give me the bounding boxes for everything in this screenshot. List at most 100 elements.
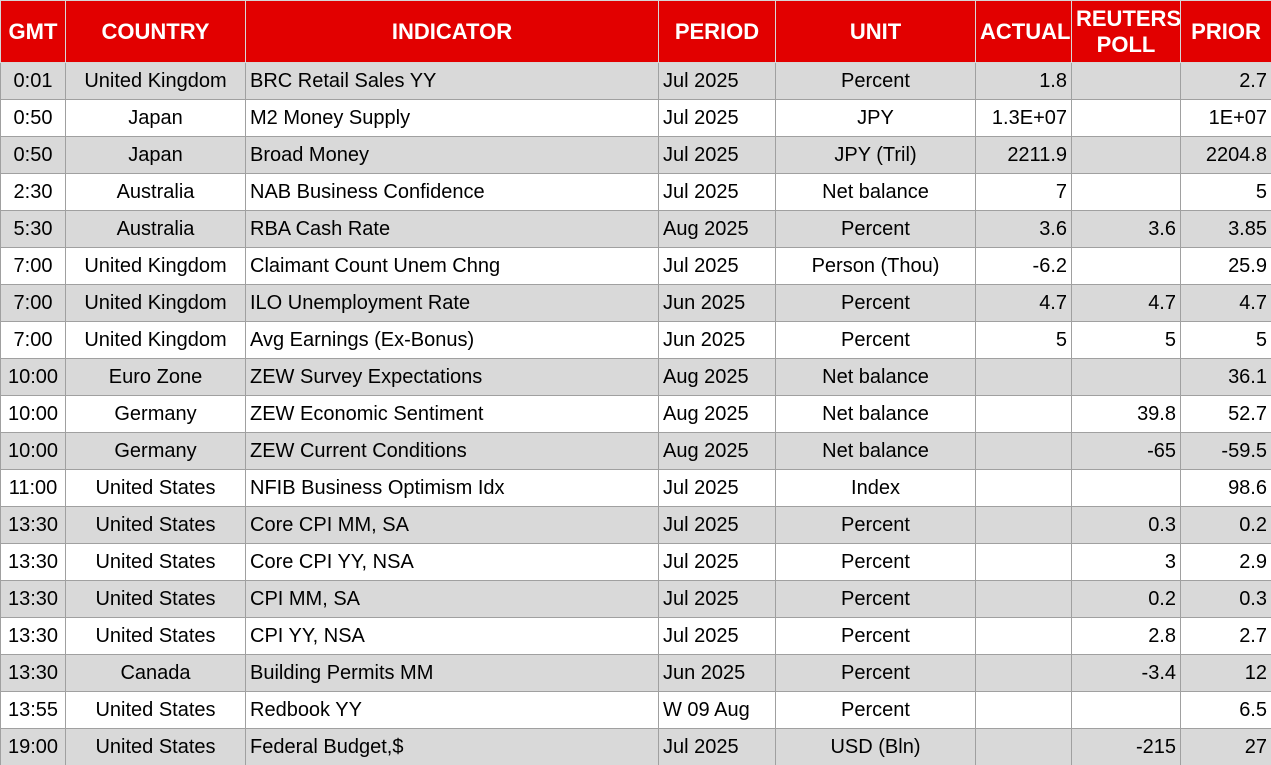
table-cell: 0:50 <box>0 136 66 174</box>
table-cell: 10:00 <box>0 358 66 396</box>
table-cell: Index <box>775 469 976 507</box>
table-cell: Jul 2025 <box>658 580 776 618</box>
table-cell: Japan <box>65 99 246 137</box>
table-cell: 4.7 <box>1071 284 1181 322</box>
table-cell: Percent <box>775 654 976 692</box>
table-cell: USD (Bln) <box>775 728 976 765</box>
table-cell: 1.8 <box>975 62 1072 100</box>
table-cell: 3.6 <box>1071 210 1181 248</box>
table-cell: United States <box>65 728 246 765</box>
table-cell: -59.5 <box>1180 432 1271 470</box>
table-row: 5:30 Australia RBA Cash Rate Aug 2025 Percen… <box>0 210 1271 248</box>
table-cell: Jul 2025 <box>658 506 776 544</box>
table-cell <box>975 432 1072 470</box>
table-cell: -3.4 <box>1071 654 1181 692</box>
table-cell: Redbook YY <box>245 691 659 729</box>
table-cell <box>975 543 1072 581</box>
table-cell: United Kingdom <box>65 321 246 359</box>
table-row: 13:30 United States Core CPI MM, SA Jul 202… <box>0 506 1271 544</box>
table-cell: Percent <box>775 284 976 322</box>
table-cell: United States <box>65 617 246 655</box>
table-cell: Jul 2025 <box>658 543 776 581</box>
table-cell: ZEW Survey Expectations <box>245 358 659 396</box>
table-cell: Net balance <box>775 173 976 211</box>
table-cell: United Kingdom <box>65 284 246 322</box>
table-cell: United States <box>65 506 246 544</box>
table-cell: Broad Money <box>245 136 659 174</box>
table-cell: 0.2 <box>1180 506 1271 544</box>
table-row: 7:00 United Kingdom Claimant Count Unem Ch… <box>0 247 1271 285</box>
table-cell: United States <box>65 580 246 618</box>
table-row: 10:00 Euro Zone ZEW Survey Expectations Aug… <box>0 358 1271 396</box>
table-cell: Japan <box>65 136 246 174</box>
table-cell: Percent <box>775 506 976 544</box>
table-cell: Net balance <box>775 395 976 433</box>
table-cell: Jul 2025 <box>658 617 776 655</box>
table-cell: United Kingdom <box>65 247 246 285</box>
table-cell: Germany <box>65 395 246 433</box>
table-cell: 13:55 <box>0 691 66 729</box>
table-cell: Percent <box>775 543 976 581</box>
table-cell: 0.3 <box>1180 580 1271 618</box>
table-cell: Aug 2025 <box>658 210 776 248</box>
table-cell: Australia <box>65 173 246 211</box>
header-cell: UNIT <box>775 0 976 63</box>
table-cell: M2 Money Supply <box>245 99 659 137</box>
table-cell: JPY <box>775 99 976 137</box>
table-cell: Percent <box>775 62 976 100</box>
table-row: 19:00 United States Federal Budget,$ Jul 20… <box>0 728 1271 765</box>
table-row: 10:00 Germany ZEW Economic Sentiment Aug 20… <box>0 395 1271 433</box>
table-cell: Core CPI MM, SA <box>245 506 659 544</box>
table-cell <box>975 654 1072 692</box>
table-cell: RBA Cash Rate <box>245 210 659 248</box>
table-cell: 13:30 <box>0 617 66 655</box>
table-cell: 0.3 <box>1071 506 1181 544</box>
table-row: 13:55 United States Redbook YY W 09 Aug Perc… <box>0 691 1271 729</box>
table-cell: Germany <box>65 432 246 470</box>
table-row: 11:00 United States NFIB Business Optimism… <box>0 469 1271 507</box>
table-row: 7:00 United Kingdom ILO Unemployment Rate J… <box>0 284 1271 322</box>
table-cell: Building Permits MM <box>245 654 659 692</box>
table-cell: 5 <box>1071 321 1181 359</box>
table-cell: 98.6 <box>1180 469 1271 507</box>
table-cell: 5 <box>1180 321 1271 359</box>
table-cell: ZEW Economic Sentiment <box>245 395 659 433</box>
header-cell: GMT <box>0 0 66 63</box>
table-cell: Jul 2025 <box>658 99 776 137</box>
table-cell: -6.2 <box>975 247 1072 285</box>
table-cell: Percent <box>775 691 976 729</box>
table-cell: 13:30 <box>0 654 66 692</box>
table-cell: 0:50 <box>0 99 66 137</box>
table-cell: Jun 2025 <box>658 321 776 359</box>
table-cell: 7:00 <box>0 321 66 359</box>
table-cell: 2204.8 <box>1180 136 1271 174</box>
table-cell: Aug 2025 <box>658 358 776 396</box>
table-cell: -215 <box>1071 728 1181 765</box>
table-cell: Jul 2025 <box>658 728 776 765</box>
table-cell: Australia <box>65 210 246 248</box>
table-body: 0:01 United Kingdom BRC Retail Sales YY Jul… <box>0 62 1271 765</box>
table-row: 13:30 United States CPI MM, SA Jul 2025 Perc… <box>0 580 1271 618</box>
table-cell: 2.7 <box>1180 617 1271 655</box>
table-cell: 19:00 <box>0 728 66 765</box>
table-row: 7:00 United Kingdom Avg Earnings (Ex-Bonus… <box>0 321 1271 359</box>
table-cell: NAB Business Confidence <box>245 173 659 211</box>
header-cell: PRIOR <box>1180 0 1271 63</box>
table-row: 13:30 Canada Building Permits MM Jun 2025 Pe… <box>0 654 1271 692</box>
table-cell: 2:30 <box>0 173 66 211</box>
table-cell: Euro Zone <box>65 358 246 396</box>
table-cell: United States <box>65 469 246 507</box>
table-cell: 0.2 <box>1071 580 1181 618</box>
table-cell <box>975 728 1072 765</box>
table-cell: Claimant Count Unem Chng <box>245 247 659 285</box>
header-cell: INDICATOR <box>245 0 659 63</box>
table-cell: 5:30 <box>0 210 66 248</box>
table-cell: Jul 2025 <box>658 136 776 174</box>
header-cell: ACTUAL <box>975 0 1072 63</box>
table-cell: -65 <box>1071 432 1181 470</box>
table-cell: 7:00 <box>0 247 66 285</box>
table-row: 2:30 Australia NAB Business Confidence Jul … <box>0 173 1271 211</box>
table-cell: 10:00 <box>0 395 66 433</box>
table-cell: Canada <box>65 654 246 692</box>
